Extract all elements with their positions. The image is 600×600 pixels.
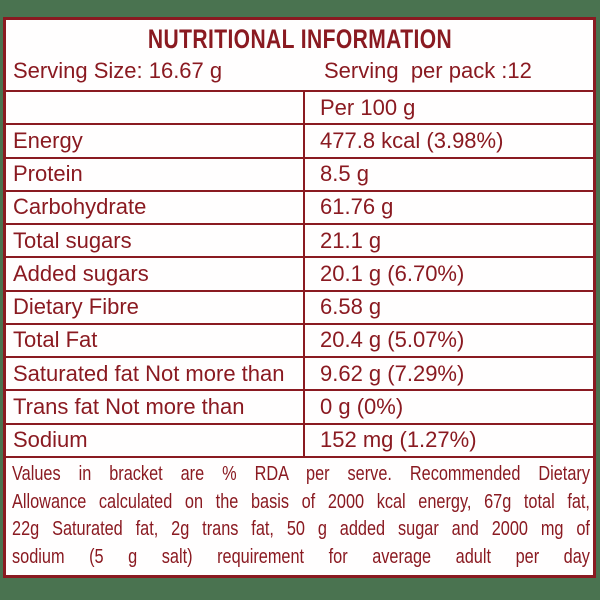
title-row: NUTRITIONAL INFORMATION xyxy=(6,24,593,56)
column-header-per-100g: Per 100 g xyxy=(303,92,593,124)
row-value: 0 g (0%) xyxy=(303,391,593,423)
row-label: Trans fat Not more than xyxy=(13,394,245,420)
table-row-energy: Energy 477.8 kcal (3.98%) xyxy=(6,125,593,159)
table-row-dietary-fibre: Dietary Fibre 6.58 g xyxy=(6,291,593,325)
row-label: Carbohydrate xyxy=(13,194,147,220)
label-title: NUTRITIONAL INFORMATION xyxy=(147,24,452,54)
table-row-total-fat: Total Fat 20.4 g (5.07%) xyxy=(6,324,593,359)
row-label: Saturated fat Not more than xyxy=(13,360,285,386)
row-value: 6.58 g xyxy=(303,291,593,323)
serving-size-text: Serving Size: 16.67 g xyxy=(13,58,223,83)
row-value: 20.1 g (6.70%) xyxy=(303,258,593,290)
footnote-line: Allowance calculated on the basis of 200… xyxy=(12,489,590,513)
table-row-saturated-fat: Saturated fat Not more than 9.62 g (7.29… xyxy=(6,358,593,392)
footnote-line: 22g Saturated fat, 2g trans fat, 50 g ad… xyxy=(12,517,590,540)
row-value: 9.62 g (7.29%) xyxy=(303,358,593,390)
table-row-sodium: Sodium 152 mg (1.27%) xyxy=(6,424,593,458)
row-label: Energy xyxy=(13,127,83,153)
row-label xyxy=(6,92,303,123)
row-label: Protein xyxy=(13,161,83,187)
label-header: NUTRITIONAL INFORMATION Serving Size: 16… xyxy=(6,24,593,94)
row-label: Total Fat xyxy=(13,327,98,353)
table-row-trans-fat: Trans fat Not more than 0 g (0%) xyxy=(6,391,593,425)
table-row-protein: Protein 8.5 g xyxy=(6,158,593,192)
row-value: 61.76 g xyxy=(303,191,593,224)
row-value: 152 mg (1.27%) xyxy=(303,424,593,456)
nutrition-table: Per 100 g Energy 477.8 kcal (3.98%) Prot… xyxy=(6,90,593,458)
row-label: Total sugars xyxy=(13,227,132,253)
rda-footnote: Values in bracket are % RDA per serve. R… xyxy=(12,460,590,570)
row-label: Sodium xyxy=(13,427,88,453)
footnote-line: sodium (5 g salt) requirement for averag… xyxy=(12,544,590,568)
nutrition-label: NUTRITIONAL INFORMATION Serving Size: 16… xyxy=(3,17,596,578)
servings-per-pack-text: Serving per pack :12 xyxy=(324,58,532,83)
table-row-total-sugars: Total sugars 21.1 g xyxy=(6,225,593,259)
row-label: Added sugars xyxy=(13,260,149,286)
row-value: 20.4 g (5.07%) xyxy=(303,324,593,357)
serving-row: Serving Size: 16.67 g Serving per pack :… xyxy=(6,56,593,86)
row-value: 8.5 g xyxy=(303,158,593,190)
row-value: 21.1 g xyxy=(303,225,593,257)
table-row-carbohydrate: Carbohydrate 61.76 g xyxy=(6,191,593,226)
footnote-line: Values in bracket are % RDA per serve. R… xyxy=(12,462,590,485)
row-value: 477.8 kcal (3.98%) xyxy=(303,125,593,157)
row-label: Dietary Fibre xyxy=(13,294,139,320)
table-row-per-100g: Per 100 g xyxy=(6,92,593,126)
table-row-added-sugars: Added sugars 20.1 g (6.70%) xyxy=(6,258,593,292)
